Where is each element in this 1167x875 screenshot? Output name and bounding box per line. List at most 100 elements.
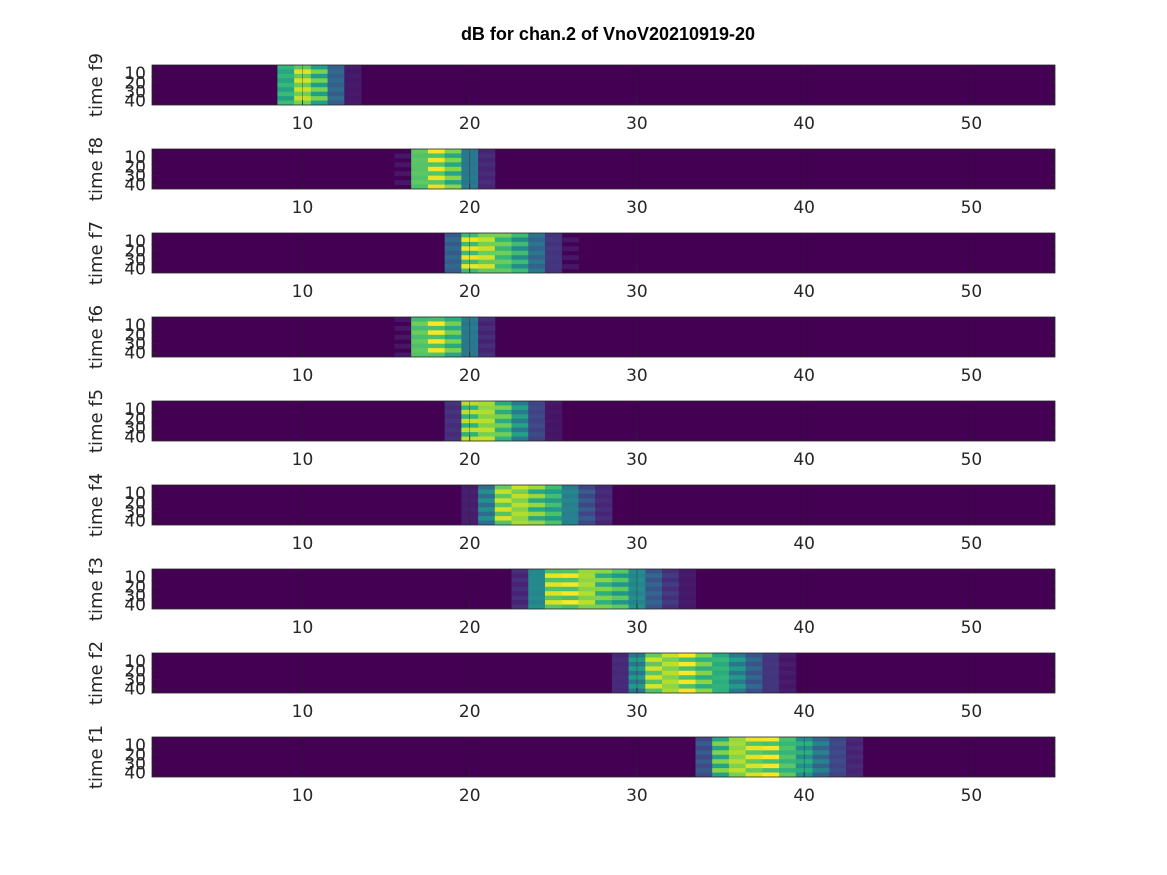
- heat-cell: [745, 741, 763, 747]
- heat-cell: [845, 763, 864, 769]
- heat-cell: [394, 352, 412, 357]
- heat-cell: [762, 661, 780, 667]
- x-tick-label: 20: [459, 114, 481, 134]
- heat-cell: [528, 246, 546, 252]
- heat-cell: [561, 511, 579, 517]
- heat-cell: [528, 241, 546, 247]
- heat-cell: [478, 237, 496, 243]
- heat-cell: [829, 763, 847, 769]
- heat-cell: [444, 418, 462, 424]
- heat-cell: [645, 670, 663, 676]
- heat-cell: [728, 750, 747, 756]
- heat-cell: [494, 255, 513, 261]
- y-axis-label: time f8: [86, 137, 107, 201]
- y-tick-label: 10: [124, 568, 146, 588]
- heat-cell: [277, 100, 295, 105]
- heat-cell: [728, 675, 747, 681]
- heat-cell: [478, 401, 496, 406]
- x-tick-label: 40: [793, 366, 815, 386]
- heat-cell: [645, 577, 663, 583]
- heat-cell: [511, 259, 529, 265]
- heatmap-background: [152, 317, 1055, 357]
- heat-cell: [712, 675, 730, 681]
- heat-cell: [427, 162, 446, 168]
- heat-cell: [511, 401, 529, 406]
- heat-cell: [561, 569, 579, 574]
- heat-cell: [662, 577, 680, 583]
- axes-box: [151, 484, 1056, 526]
- heat-cell: [511, 432, 529, 438]
- heat-cell: [528, 600, 546, 606]
- heat-cell: [595, 582, 613, 588]
- heat-cell: [511, 577, 529, 583]
- heat-cell: [544, 489, 563, 495]
- heat-cell: [544, 516, 563, 522]
- y-tick-label: 40: [124, 175, 146, 195]
- heat-cell: [427, 149, 446, 154]
- heat-cell: [695, 737, 713, 742]
- heat-cell: [528, 264, 546, 270]
- heat-cell: [427, 180, 446, 186]
- heat-cell: [779, 684, 797, 690]
- heat-cell: [695, 675, 713, 681]
- heat-cell: [494, 250, 513, 256]
- heat-cell: [561, 600, 579, 606]
- heat-cell: [544, 586, 563, 592]
- heat-cell: [762, 754, 780, 760]
- heat-cell: [578, 489, 596, 495]
- heat-cell: [745, 653, 763, 658]
- heat-cell: [327, 78, 345, 84]
- heat-cell: [444, 255, 462, 261]
- y-tick-label: 40: [124, 343, 146, 363]
- heat-cell: [478, 157, 496, 163]
- y-tick-label: 20: [124, 661, 146, 681]
- heat-cell: [611, 600, 630, 606]
- heat-cell: [745, 666, 763, 672]
- x-tick-label: 30: [626, 618, 648, 638]
- heat-cell: [511, 241, 529, 247]
- axes-box: [151, 652, 1056, 694]
- heat-cell: [478, 259, 496, 265]
- heat-cell: [411, 334, 429, 340]
- heat-cell: [411, 348, 429, 354]
- heat-cell: [528, 516, 546, 522]
- heat-cell: [327, 82, 345, 88]
- y-tick-label: 20: [124, 409, 146, 429]
- heat-cell: [444, 268, 462, 273]
- heat-cell: [712, 666, 730, 672]
- heat-cell: [578, 507, 596, 513]
- heat-cell: [427, 166, 446, 172]
- heat-cell: [478, 511, 496, 517]
- heat-cell: [695, 772, 713, 777]
- heat-cell: [444, 352, 462, 357]
- heat-cell: [478, 432, 496, 438]
- heat-cell: [762, 772, 780, 777]
- heat-cell: [712, 737, 730, 742]
- heat-cell: [528, 569, 546, 574]
- heat-cell: [344, 96, 362, 102]
- heat-cell: [595, 604, 613, 609]
- heat-cell: [511, 591, 529, 597]
- heat-cell: [745, 745, 763, 751]
- heat-cell: [695, 688, 713, 693]
- heat-cell: [411, 321, 429, 327]
- heatmap-cells: [611, 653, 797, 693]
- heat-cell: [728, 688, 747, 693]
- y-tick-label: 30: [124, 502, 146, 522]
- heat-cell: [578, 595, 596, 601]
- heat-cell: [427, 334, 446, 340]
- heat-cell: [544, 591, 563, 597]
- heat-cell: [812, 750, 830, 756]
- axes-box: [151, 232, 1056, 274]
- heat-cell: [478, 423, 496, 429]
- heat-cell: [528, 401, 546, 406]
- heat-cell: [478, 485, 496, 490]
- heat-cell: [544, 582, 563, 588]
- heat-cell: [528, 268, 546, 273]
- heatmap-cells: [394, 317, 496, 357]
- x-tick-label: 50: [961, 366, 983, 386]
- heat-cell: [411, 153, 429, 159]
- x-tick-label: 50: [961, 114, 983, 134]
- heat-cell: [344, 69, 362, 75]
- heat-cell: [611, 684, 630, 690]
